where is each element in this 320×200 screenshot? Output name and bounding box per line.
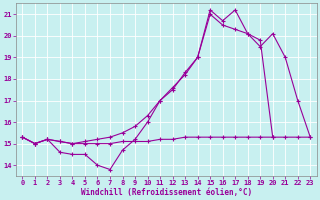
X-axis label: Windchill (Refroidissement éolien,°C): Windchill (Refroidissement éolien,°C) (81, 188, 252, 197)
